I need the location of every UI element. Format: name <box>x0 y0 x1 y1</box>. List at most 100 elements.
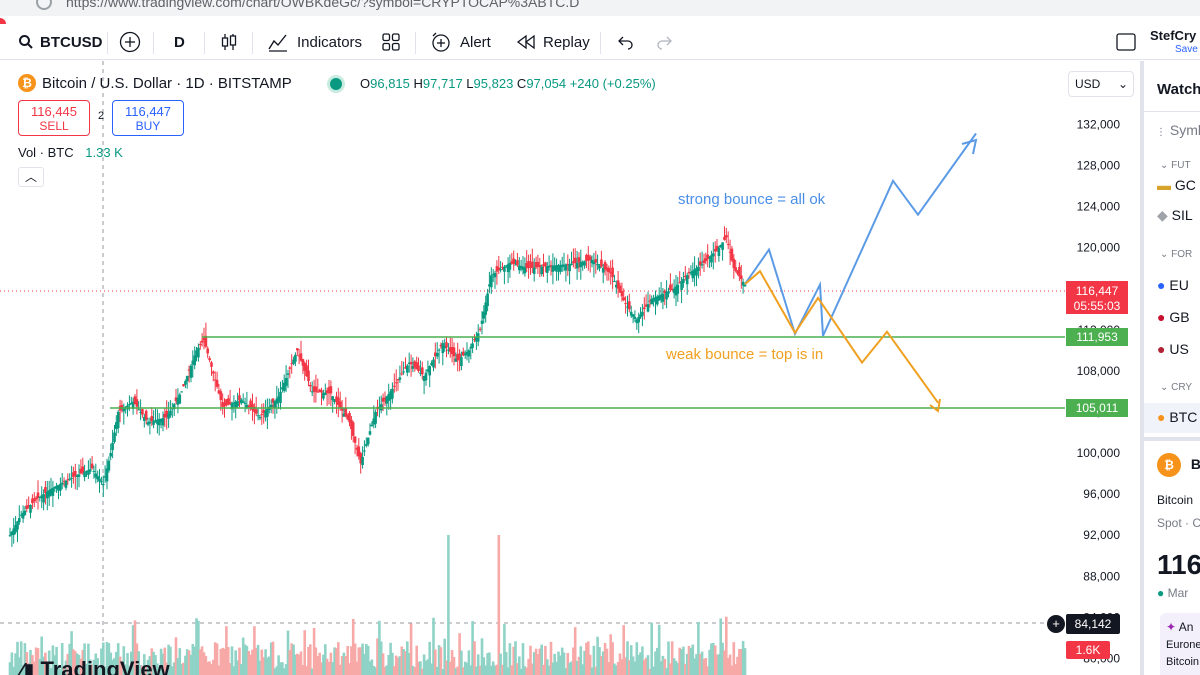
indicators-button[interactable]: Indicators <box>267 24 362 60</box>
site-info-icon[interactable] <box>36 0 52 10</box>
candle-body <box>536 262 540 268</box>
watchlist-item-eur[interactable]: ● EU <box>1157 277 1189 293</box>
bullish-scenario-path[interactable] <box>744 132 977 337</box>
candle-body <box>202 337 206 341</box>
undo-button[interactable] <box>615 24 635 60</box>
chart-type-button[interactable] <box>220 24 238 60</box>
symbol-column-header[interactable]: ⋮ Symbo <box>1156 122 1200 138</box>
sell-button[interactable]: 116,445 SELL <box>18 100 90 136</box>
toolbar-divider <box>107 32 108 54</box>
tradingview-logo[interactable]: ⁄▮ TradingView <box>20 657 170 675</box>
section-crypto[interactable]: ⌄ CRY <box>1160 382 1193 393</box>
watchlist-item-silver[interactable]: ◆ SIL <box>1157 207 1193 223</box>
volume-bar <box>157 667 161 675</box>
candle-body <box>411 366 415 369</box>
candle-body <box>40 495 43 499</box>
symbol-legend[interactable]: ₿ Bitcoin / U.S. Dollar · 1D · BITSTAMP <box>18 74 292 92</box>
browser-url-bar[interactable]: https://www.tradingview.com/chart/OWBKde… <box>0 0 1200 16</box>
section-futures[interactable]: ⌄ FUT <box>1160 160 1191 171</box>
annotation-weak-bounce[interactable]: weak bounce = top is in <box>665 346 823 363</box>
candle-body <box>546 266 549 273</box>
bitcoin-icon: ● <box>1157 409 1166 425</box>
candle-body <box>195 350 198 357</box>
volume-bar <box>631 656 635 675</box>
candle-body <box>350 419 353 430</box>
volume-legend[interactable]: Vol · BTC 1.33 K <box>18 145 123 160</box>
candle-body <box>463 353 467 356</box>
candle-body <box>346 415 349 420</box>
price-axis-label: 88,000 <box>1083 569 1120 583</box>
detail-name: Bitcoin <box>1157 493 1194 507</box>
compare-button[interactable] <box>119 24 141 60</box>
candle-body <box>122 408 126 412</box>
candle-body <box>434 352 437 357</box>
candle-body <box>740 275 743 280</box>
interval-button[interactable]: D <box>174 24 185 60</box>
volume-bar <box>324 644 327 675</box>
news-card[interactable]: ✦ An Eurone Bitcoin <box>1160 613 1200 675</box>
alert-button[interactable]: Alert <box>430 24 491 60</box>
templates-button[interactable] <box>381 24 401 60</box>
volume-bar <box>310 668 314 675</box>
candle-body <box>245 404 249 409</box>
buy-label: BUY <box>135 119 161 133</box>
watchlist-item-btc[interactable]: ● BTC <box>1144 403 1200 433</box>
add-alert-icon[interactable] <box>1047 615 1065 633</box>
redo-button[interactable] <box>655 24 675 60</box>
section-forex[interactable]: ⌄ FOR <box>1160 249 1193 260</box>
candle-body <box>613 281 616 282</box>
watchlist-title[interactable]: Watch <box>1157 81 1200 98</box>
volume-bar <box>605 648 609 675</box>
symbol-search-button[interactable]: BTCUSD <box>18 24 103 60</box>
collapse-legend-button[interactable]: ︿ <box>18 167 44 187</box>
candle-body <box>452 347 456 357</box>
candle-body <box>402 371 405 373</box>
volume-bar <box>320 662 323 675</box>
volume-bar <box>685 653 689 675</box>
volume-bar <box>357 647 361 675</box>
candle-body <box>430 362 433 366</box>
buy-button[interactable]: 116,447 BUY <box>112 100 184 136</box>
watchlist-item-gold[interactable]: ▬ GC <box>1157 177 1196 193</box>
volume-bar <box>704 658 708 675</box>
candle-body <box>407 362 411 364</box>
volume-bar <box>452 657 456 675</box>
volume-bar <box>656 647 659 675</box>
candle-body <box>484 302 487 315</box>
candle-body <box>555 265 558 272</box>
bearish-scenario-path[interactable] <box>744 269 939 404</box>
toolbar-divider <box>600 32 601 54</box>
url-text[interactable]: https://www.tradingview.com/chart/OWBKde… <box>66 0 580 10</box>
us-flag-icon: ● <box>1157 341 1166 357</box>
candle-body <box>726 243 730 245</box>
layout-name[interactable]: StefCry <box>1150 27 1197 43</box>
detail-header[interactable]: ₿ B <box>1157 453 1200 477</box>
candle-body <box>327 387 331 394</box>
candle-body <box>320 390 323 393</box>
candle-body <box>174 397 178 402</box>
volume-bar <box>79 658 83 675</box>
replay-button[interactable]: Replay <box>515 24 590 60</box>
save-button[interactable]: Save <box>1175 43 1198 55</box>
volume-bar <box>174 637 178 675</box>
volume-bar <box>463 661 467 675</box>
candle-body <box>251 404 254 411</box>
chart-pane[interactable]: strong bounce = all ok weak bounce = top… <box>0 61 1138 675</box>
volume-bar <box>732 642 736 675</box>
annotation-strong-bounce[interactable]: strong bounce = all ok <box>678 191 826 208</box>
candle-body <box>607 268 611 272</box>
volume-bar <box>712 643 715 675</box>
price-axis[interactable]: 132,000128,000124,000120,000116,000112,0… <box>1077 117 1121 665</box>
candle-body <box>55 485 58 489</box>
candle-body <box>68 478 71 480</box>
watchlist-item-gbp[interactable]: ● GB <box>1157 309 1190 325</box>
volume-bar <box>516 663 519 675</box>
volume-bar <box>396 657 400 675</box>
candle-body <box>439 344 443 347</box>
watchlist-item-usd[interactable]: ● US <box>1157 341 1189 357</box>
price-axis-label: 120,000 <box>1077 241 1121 255</box>
currency-select[interactable]: USD ⌄ <box>1068 71 1134 97</box>
fullscreen-button[interactable] <box>1115 24 1137 60</box>
price-chart[interactable]: strong bounce = all ok weak bounce = top… <box>0 61 1138 675</box>
volume-bar <box>262 657 265 675</box>
